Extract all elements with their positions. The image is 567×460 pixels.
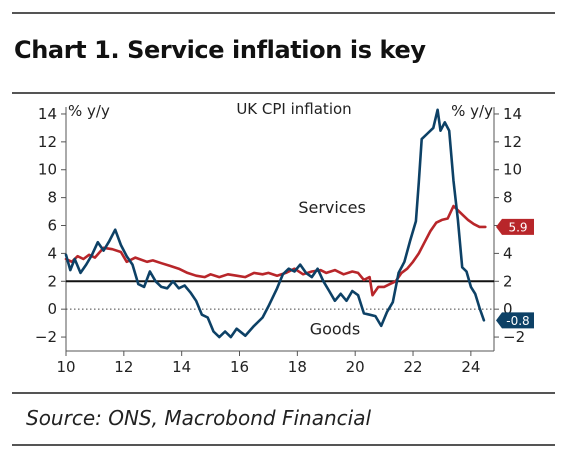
y-tick-label-left: 2: [47, 272, 57, 290]
y-tick-label-right: 12: [503, 133, 522, 151]
title-rule: [12, 92, 555, 94]
series-line-goods: [64, 108, 486, 339]
y-tick-label-left: 0: [47, 300, 57, 318]
y-tick-label-left: 10: [38, 161, 57, 179]
y-tick-label-left: 4: [47, 244, 57, 262]
y-tick-label-left: −2: [35, 328, 57, 346]
y-tick-label-left: 14: [38, 105, 57, 123]
y-tick-label-left: 12: [38, 133, 57, 151]
y-tick-label-right: 14: [503, 105, 522, 123]
y-tick-label-right: 2: [503, 272, 513, 290]
x-tick-label: 16: [230, 358, 249, 376]
source-note: Source: ONS, Macrobond Financial: [26, 406, 371, 430]
chart-heading: Chart 1. Service inflation is key: [14, 36, 426, 64]
y-tick-label-right: 0: [503, 300, 513, 318]
x-tick-label: 10: [56, 358, 75, 376]
source-rule: [12, 392, 555, 394]
top-rule: [12, 12, 555, 14]
series-label-goods: Goods: [310, 319, 360, 338]
y-tick-label-right: 4: [503, 244, 513, 262]
x-tick-label: 14: [172, 358, 191, 376]
chart-subtitle: UK CPI inflation: [236, 100, 351, 118]
y-tick-label-right: 8: [503, 189, 513, 207]
y-unit-label-left: % y/y: [68, 102, 110, 120]
x-tick-label: 18: [288, 358, 307, 376]
y-unit-label-right: % y/y: [451, 102, 493, 120]
y-tick-label-right: 10: [503, 161, 522, 179]
x-tick-label: 20: [346, 358, 365, 376]
end-badge-services: [496, 218, 534, 235]
x-tick-label: 22: [403, 358, 422, 376]
x-tick-label: 24: [461, 358, 480, 376]
end-badge-goods: [496, 312, 534, 329]
y-tick-label-left: 8: [47, 189, 57, 207]
x-tick-label: 12: [114, 358, 133, 376]
bottom-rule: [12, 444, 555, 446]
end-value-services: 5.9: [508, 220, 527, 234]
y-tick-label-left: 6: [47, 217, 57, 235]
series-line-services: [64, 204, 487, 297]
y-tick-label-right: −2: [503, 328, 525, 346]
end-value-goods: -0.8: [506, 314, 529, 328]
series-label-services: Services: [298, 198, 365, 217]
